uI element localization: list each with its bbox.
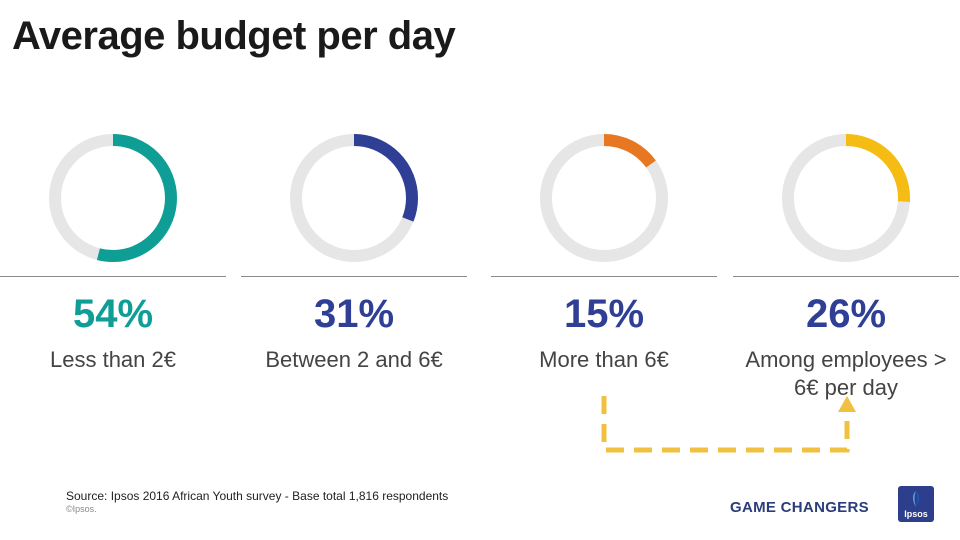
percent-value: 54% — [72, 292, 154, 336]
donut-svg — [49, 134, 177, 262]
panel-divider — [0, 276, 226, 277]
connector-dashed-line — [601, 396, 850, 453]
donut-panel: 26% Among employees > 6€ per day — [733, 120, 959, 420]
logo-text: Ipsos — [904, 509, 928, 519]
donut-panel: 31% Between 2 and 6€ — [241, 120, 467, 420]
ipsos-logo: Ipsos — [898, 486, 934, 522]
donut-svg — [782, 134, 910, 262]
donut-panel: 54% Less than 2€ — [0, 120, 226, 420]
panel-divider — [241, 276, 467, 277]
donut-svg — [290, 134, 418, 262]
donut-panel: 15% More than 6€ — [491, 120, 717, 420]
category-label: Less than 2€ — [50, 347, 176, 372]
copyright-note: ©Ipsos. — [66, 504, 97, 514]
percent-value: 26% — [805, 292, 887, 336]
donut-arc — [540, 134, 668, 262]
brand-tagline: GAME CHANGERS — [730, 499, 869, 516]
percent-value: 15% — [563, 292, 645, 336]
source-note: Source: Ipsos 2016 African Youth survey … — [66, 489, 449, 503]
logo-mark-icon — [913, 491, 919, 507]
connector-arrowhead — [838, 396, 856, 412]
donut-svg — [540, 134, 668, 262]
donut-arc — [49, 134, 177, 262]
percent-value: 31% — [313, 292, 395, 336]
donut-arc — [290, 134, 418, 262]
donut-arc — [782, 134, 910, 262]
panel-divider — [491, 276, 717, 277]
page-title: Average budget per day — [12, 14, 456, 58]
panel-divider — [733, 276, 959, 277]
category-label: Between 2 and 6€ — [265, 347, 443, 372]
category-label: More than 6€ — [539, 347, 669, 372]
category-label: Among employees > 6€ per day — [745, 347, 947, 400]
